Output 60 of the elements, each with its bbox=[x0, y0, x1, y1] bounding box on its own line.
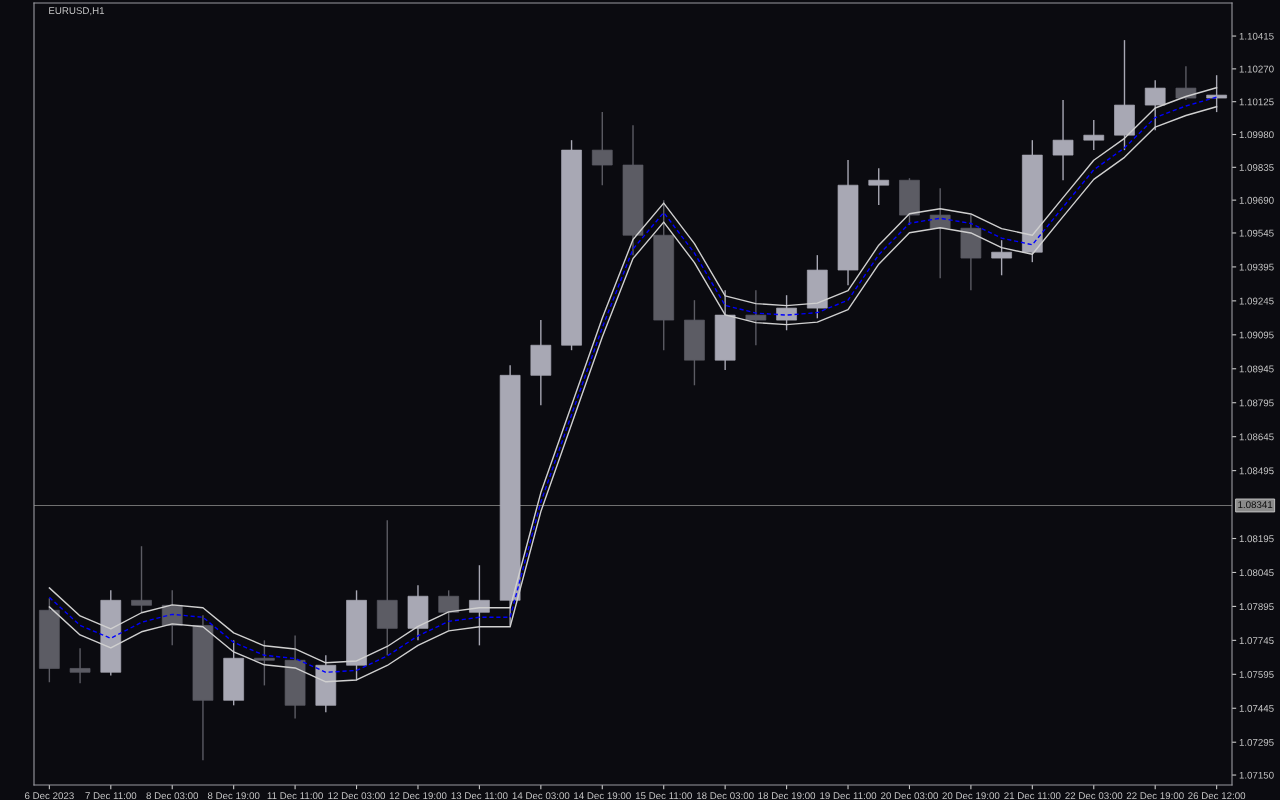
candlestick bbox=[1206, 74, 1227, 113]
y-tick-label: 1.09690 bbox=[1239, 196, 1274, 204]
y-tick-label: 1.08495 bbox=[1239, 467, 1274, 475]
candlestick bbox=[745, 289, 767, 346]
x-tick-label: 13 Dec 11:00 bbox=[451, 792, 508, 800]
y-tick-label: 1.09245 bbox=[1239, 297, 1274, 305]
x-tick-label: 12 Dec 19:00 bbox=[389, 792, 447, 800]
y-tick-label: 1.08645 bbox=[1239, 433, 1274, 441]
y-tick-label: 1.10270 bbox=[1239, 65, 1274, 73]
x-tick-label: 19 Dec 11:00 bbox=[820, 792, 877, 800]
y-tick-label: 1.07895 bbox=[1239, 603, 1274, 611]
candlestick bbox=[929, 187, 951, 279]
y-tick-label: 1.10415 bbox=[1239, 32, 1274, 40]
candlestick bbox=[1144, 79, 1166, 131]
candlestick bbox=[254, 639, 275, 687]
candlestick bbox=[591, 111, 613, 186]
candlestick bbox=[1083, 119, 1105, 151]
candlestick bbox=[1175, 65, 1197, 101]
candlestick bbox=[131, 545, 152, 613]
x-tick-label: 12 Dec 03:00 bbox=[328, 792, 386, 800]
x-tick-label: 7 Dec 11:00 bbox=[85, 792, 137, 800]
y-tick-label: 1.08945 bbox=[1239, 365, 1274, 373]
candlestick bbox=[776, 294, 797, 331]
x-tick-label: 18 Dec 19:00 bbox=[758, 792, 816, 800]
candlestick bbox=[69, 647, 91, 685]
x-tick-label: 15 Dec 11:00 bbox=[635, 792, 692, 800]
y-tick-label: 1.08045 bbox=[1239, 569, 1274, 577]
y-tick-label: 1.09095 bbox=[1239, 331, 1274, 339]
chart-title: EURUSD,H1 bbox=[49, 7, 105, 16]
x-tick-label: 26 Dec 12:00 bbox=[1188, 792, 1246, 800]
candlestick bbox=[868, 167, 890, 206]
y-tick-label: 1.09545 bbox=[1239, 229, 1274, 237]
x-tick-label: 22 Dec 19:00 bbox=[1126, 792, 1184, 800]
x-tick-label: 6 Dec 2023 bbox=[24, 792, 74, 800]
x-tick-label: 8 Dec 03:00 bbox=[146, 792, 199, 800]
x-tick-label: 11 Dec 11:00 bbox=[267, 792, 323, 800]
y-tick-label: 1.09980 bbox=[1239, 131, 1274, 139]
y-tick-label: 1.07150 bbox=[1239, 771, 1274, 779]
candlestick bbox=[1052, 99, 1074, 181]
y-tick-label: 1.07745 bbox=[1239, 637, 1274, 644]
y-tick-label: 1.08795 bbox=[1239, 399, 1274, 407]
x-tick-label: 18 Dec 03:00 bbox=[696, 792, 754, 800]
y-tick-label: 1.09835 bbox=[1239, 164, 1274, 171]
y-tick-label: 1.09395 bbox=[1239, 263, 1274, 271]
y-tick-label: 1.07295 bbox=[1239, 738, 1274, 746]
x-tick-label: 14 Dec 03:00 bbox=[512, 792, 570, 800]
x-tick-label: 20 Dec 03:00 bbox=[881, 792, 938, 800]
candlestick bbox=[438, 589, 460, 632]
y-tick-label: 1.07595 bbox=[1239, 671, 1274, 678]
y-tick-label: 1.07445 bbox=[1239, 705, 1274, 712]
ref-line-label: 1.08341 bbox=[1238, 501, 1273, 509]
x-tick-label: 8 Dec 19:00 bbox=[207, 792, 260, 800]
x-tick-label: 14 Dec 19:00 bbox=[574, 792, 631, 800]
candlestick bbox=[991, 239, 1012, 276]
y-tick-label: 1.08195 bbox=[1239, 535, 1274, 543]
x-tick-label: 20 Dec 19:00 bbox=[942, 792, 1000, 800]
candlestick bbox=[469, 564, 490, 647]
y-tick-label: 1.10125 bbox=[1239, 98, 1274, 106]
x-tick-label: 22 Dec 03:00 bbox=[1065, 792, 1123, 800]
x-tick-label: 21 Dec 11:00 bbox=[1004, 792, 1061, 800]
